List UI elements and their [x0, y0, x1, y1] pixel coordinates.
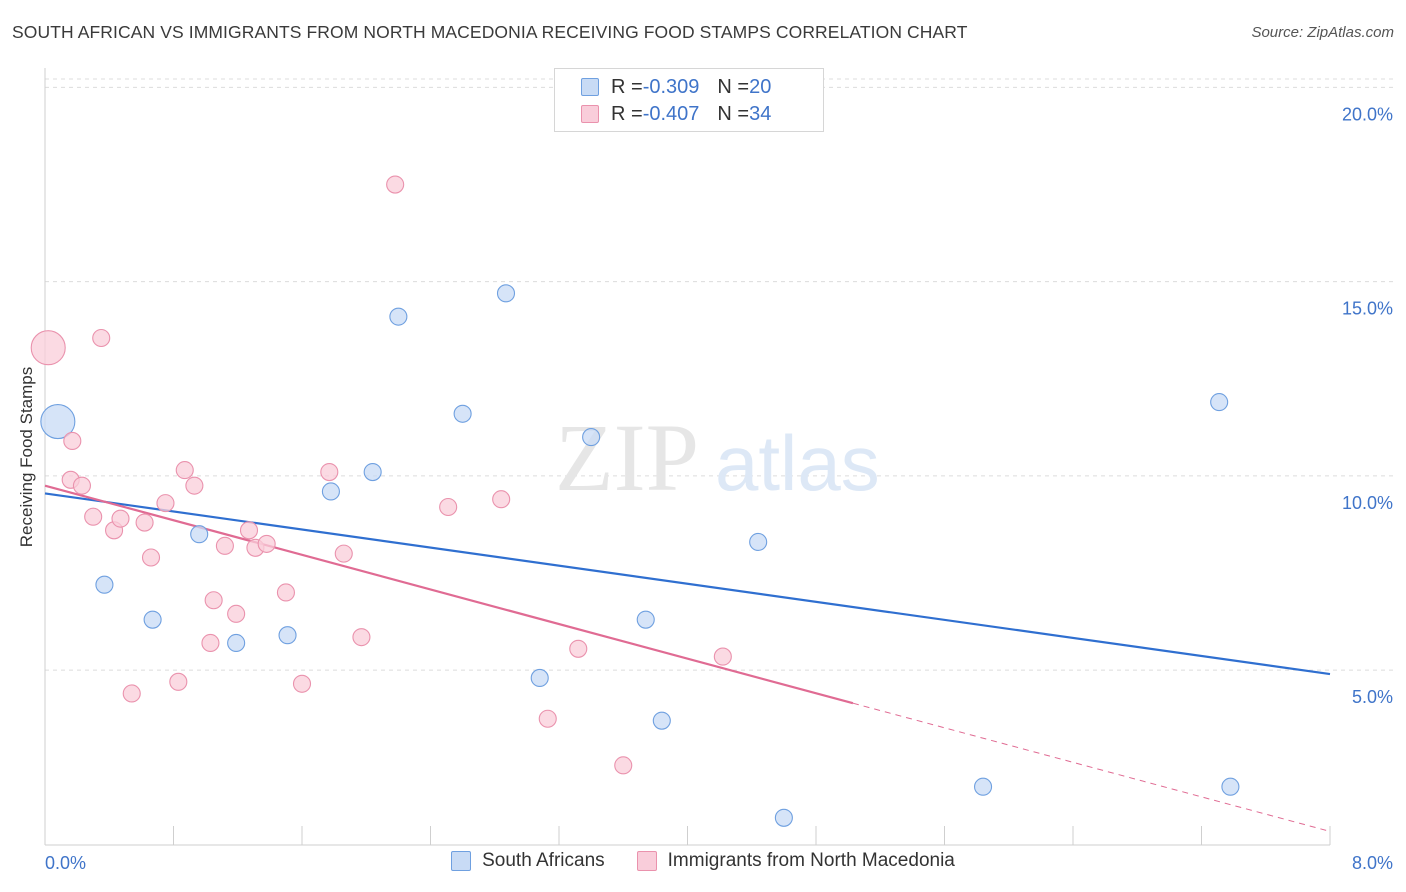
data-point-south-africans [496, 284, 516, 303]
data-point-north-macedonia [713, 647, 732, 666]
data-point-south-africans [227, 633, 246, 653]
grid-lines [45, 78, 1395, 671]
source-note: Source: ZipAtlas.com [1251, 24, 1394, 41]
data-point-north-macedonia [175, 461, 194, 480]
data-point-south-africans [321, 482, 340, 501]
data-point-north-macedonia [276, 583, 295, 602]
r-value: -0.309 [642, 75, 700, 98]
data-point-north-macedonia [201, 633, 220, 653]
data-point-south-africans [278, 626, 297, 645]
legend-row-north-macedonia: R = -0.407 N = 34 [581, 101, 771, 127]
data-point-north-macedonia [334, 544, 353, 563]
r-value: -0.407 [642, 102, 700, 125]
data-point-south-africans [363, 462, 382, 482]
trend-line [44, 492, 1331, 676]
data-point-south-africans [190, 525, 209, 544]
data-point-north-macedonia [156, 494, 175, 513]
data-point-north-macedonia [185, 476, 204, 495]
data-point-north-macedonia [72, 476, 91, 495]
n-label: N = [717, 75, 750, 98]
data-point-north-macedonia [111, 509, 130, 528]
data-point-north-macedonia [30, 330, 66, 366]
watermark-atlas: atlas [715, 419, 880, 507]
trend-line [44, 484, 854, 705]
legend-row-south-africans: R = -0.309 N = 20 [581, 74, 771, 100]
axes [44, 68, 1331, 846]
data-point-north-macedonia [63, 431, 82, 451]
data-point-south-africans [40, 403, 76, 440]
y-axis-label: Receiving Food Stamps [17, 366, 36, 548]
legend-item-south-africans[interactable]: South Africans [451, 850, 605, 872]
y-tick-label: 15.0% [1342, 299, 1393, 319]
trend-line-extension [852, 702, 1331, 832]
data-point-south-africans [453, 404, 472, 423]
legend-label: South Africans [482, 850, 605, 871]
legend-item-north-macedonia[interactable]: Immigrants from North Macedonia [636, 850, 955, 872]
x-tick-label: 0.0% [45, 853, 86, 873]
chart-title: SOUTH AFRICAN VS IMMIGRANTS FROM NORTH M… [12, 22, 968, 42]
r-label: R = [611, 75, 643, 98]
data-point-north-macedonia [614, 756, 633, 775]
data-point-north-macedonia [84, 507, 103, 526]
watermark-zip: ZIP [555, 404, 699, 511]
tick-labels: 5.0% 10.0% 15.0% 20.0% 0.0% 8.0% [45, 104, 1393, 873]
y-tick-label: 5.0% [1352, 687, 1393, 707]
data-point-south-africans [389, 307, 408, 326]
n-value: 34 [749, 102, 772, 125]
legend-swatch-pink [581, 105, 599, 123]
data-point-north-macedonia [538, 709, 557, 728]
series-legend: South Africans Immigrants from North Mac… [0, 850, 1406, 872]
n-value: 20 [749, 75, 772, 98]
watermark: ZIP atlas [555, 404, 880, 511]
data-point-north-macedonia [204, 591, 223, 610]
legend-label: Immigrants from North Macedonia [667, 850, 955, 871]
data-point-north-macedonia [320, 462, 339, 482]
data-point-north-macedonia [169, 672, 188, 691]
legend-swatch-blue [451, 851, 472, 871]
data-point-north-macedonia [257, 534, 276, 553]
data-point-north-macedonia [122, 684, 141, 703]
data-point-north-macedonia [492, 490, 511, 509]
data-point-north-macedonia [227, 604, 246, 623]
legend-swatch-pink [636, 851, 657, 871]
data-point-north-macedonia [352, 628, 371, 647]
data-points [30, 175, 1240, 827]
data-point-north-macedonia [292, 674, 312, 693]
data-point-north-macedonia [569, 639, 588, 658]
data-point-north-macedonia [141, 548, 161, 567]
data-point-north-macedonia [439, 497, 458, 517]
data-point-south-africans [774, 808, 793, 827]
y-tick-label: 20.0% [1342, 104, 1393, 124]
data-point-south-africans [530, 668, 549, 687]
data-point-north-macedonia [239, 521, 259, 540]
data-point-north-macedonia [386, 175, 405, 194]
y-tick-label: 10.0% [1342, 493, 1393, 513]
data-point-south-africans [973, 777, 993, 796]
data-point-north-macedonia [92, 328, 111, 348]
data-point-north-macedonia [135, 513, 154, 532]
data-point-south-africans [582, 428, 601, 447]
data-point-south-africans [636, 610, 655, 629]
data-point-north-macedonia [215, 536, 234, 555]
data-point-south-africans [143, 610, 162, 629]
data-point-south-africans [1210, 393, 1229, 412]
r-label: R = [611, 102, 643, 125]
data-point-south-africans [652, 711, 671, 730]
correlation-legend: R = -0.309 N = 20 R = -0.407 N = 34 [554, 68, 824, 132]
trend-lines [44, 484, 1331, 832]
n-label: N = [717, 102, 750, 125]
legend-swatch-blue [581, 78, 599, 96]
data-point-south-africans [1221, 777, 1240, 796]
x-tick-label: 8.0% [1352, 853, 1393, 873]
data-point-south-africans [749, 532, 768, 552]
data-point-south-africans [95, 575, 114, 594]
